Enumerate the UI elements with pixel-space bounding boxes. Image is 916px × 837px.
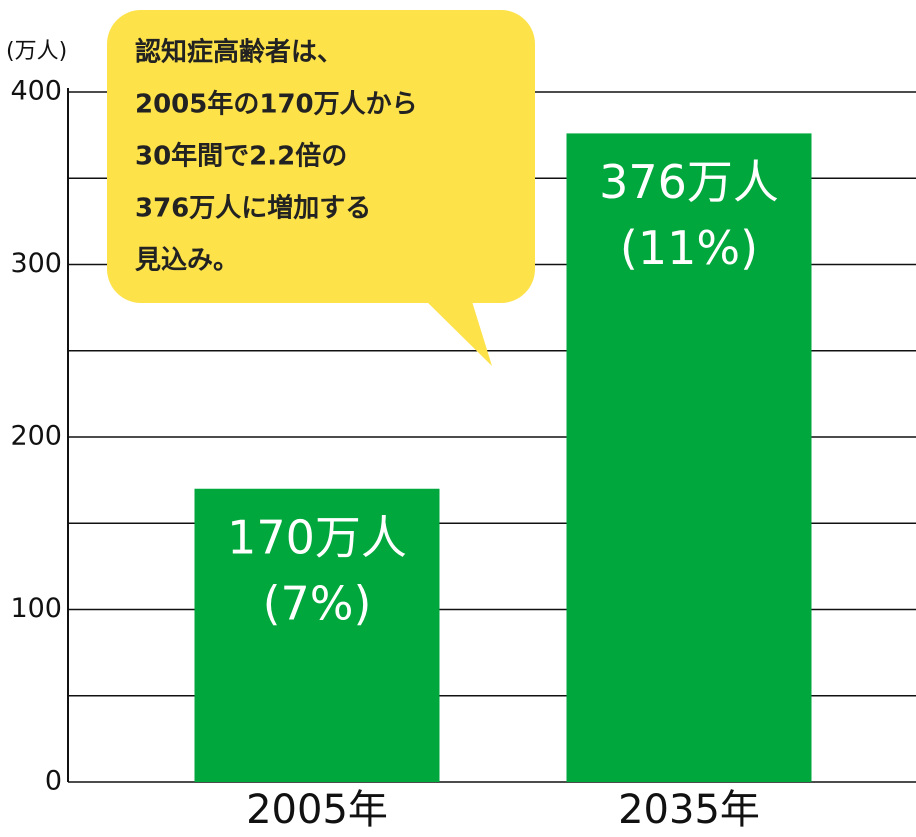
value-label: 170万人	[227, 510, 407, 564]
bar	[194, 488, 440, 782]
bar	[566, 133, 812, 782]
annotation-line: 見込み。	[135, 246, 239, 276]
callout-box	[107, 10, 535, 303]
y-unit: (万人)	[6, 39, 67, 64]
annotation-line: 376万人に増加する	[135, 194, 371, 224]
x-tick-label: 2005年	[246, 787, 388, 833]
annotation-line: 認知症高齢者は、	[135, 37, 343, 68]
annotation-line: 2005年の170万人から	[135, 89, 418, 120]
y-tick-label: 300	[10, 248, 62, 279]
annotation-line: 30年間で2.2倍の	[135, 141, 347, 172]
share-label: (11%)	[620, 221, 758, 275]
x-tick-label: 2035年	[618, 787, 760, 833]
value-label: 376万人	[599, 155, 779, 209]
y-tick-label: 200	[10, 421, 62, 452]
callout-tail	[420, 295, 492, 366]
y-tick-label: 0	[45, 766, 62, 797]
y-tick-label: 100	[10, 593, 62, 624]
y-tick-label: 400	[10, 76, 62, 107]
share-label: (7%)	[263, 576, 372, 630]
callout	[107, 10, 535, 366]
